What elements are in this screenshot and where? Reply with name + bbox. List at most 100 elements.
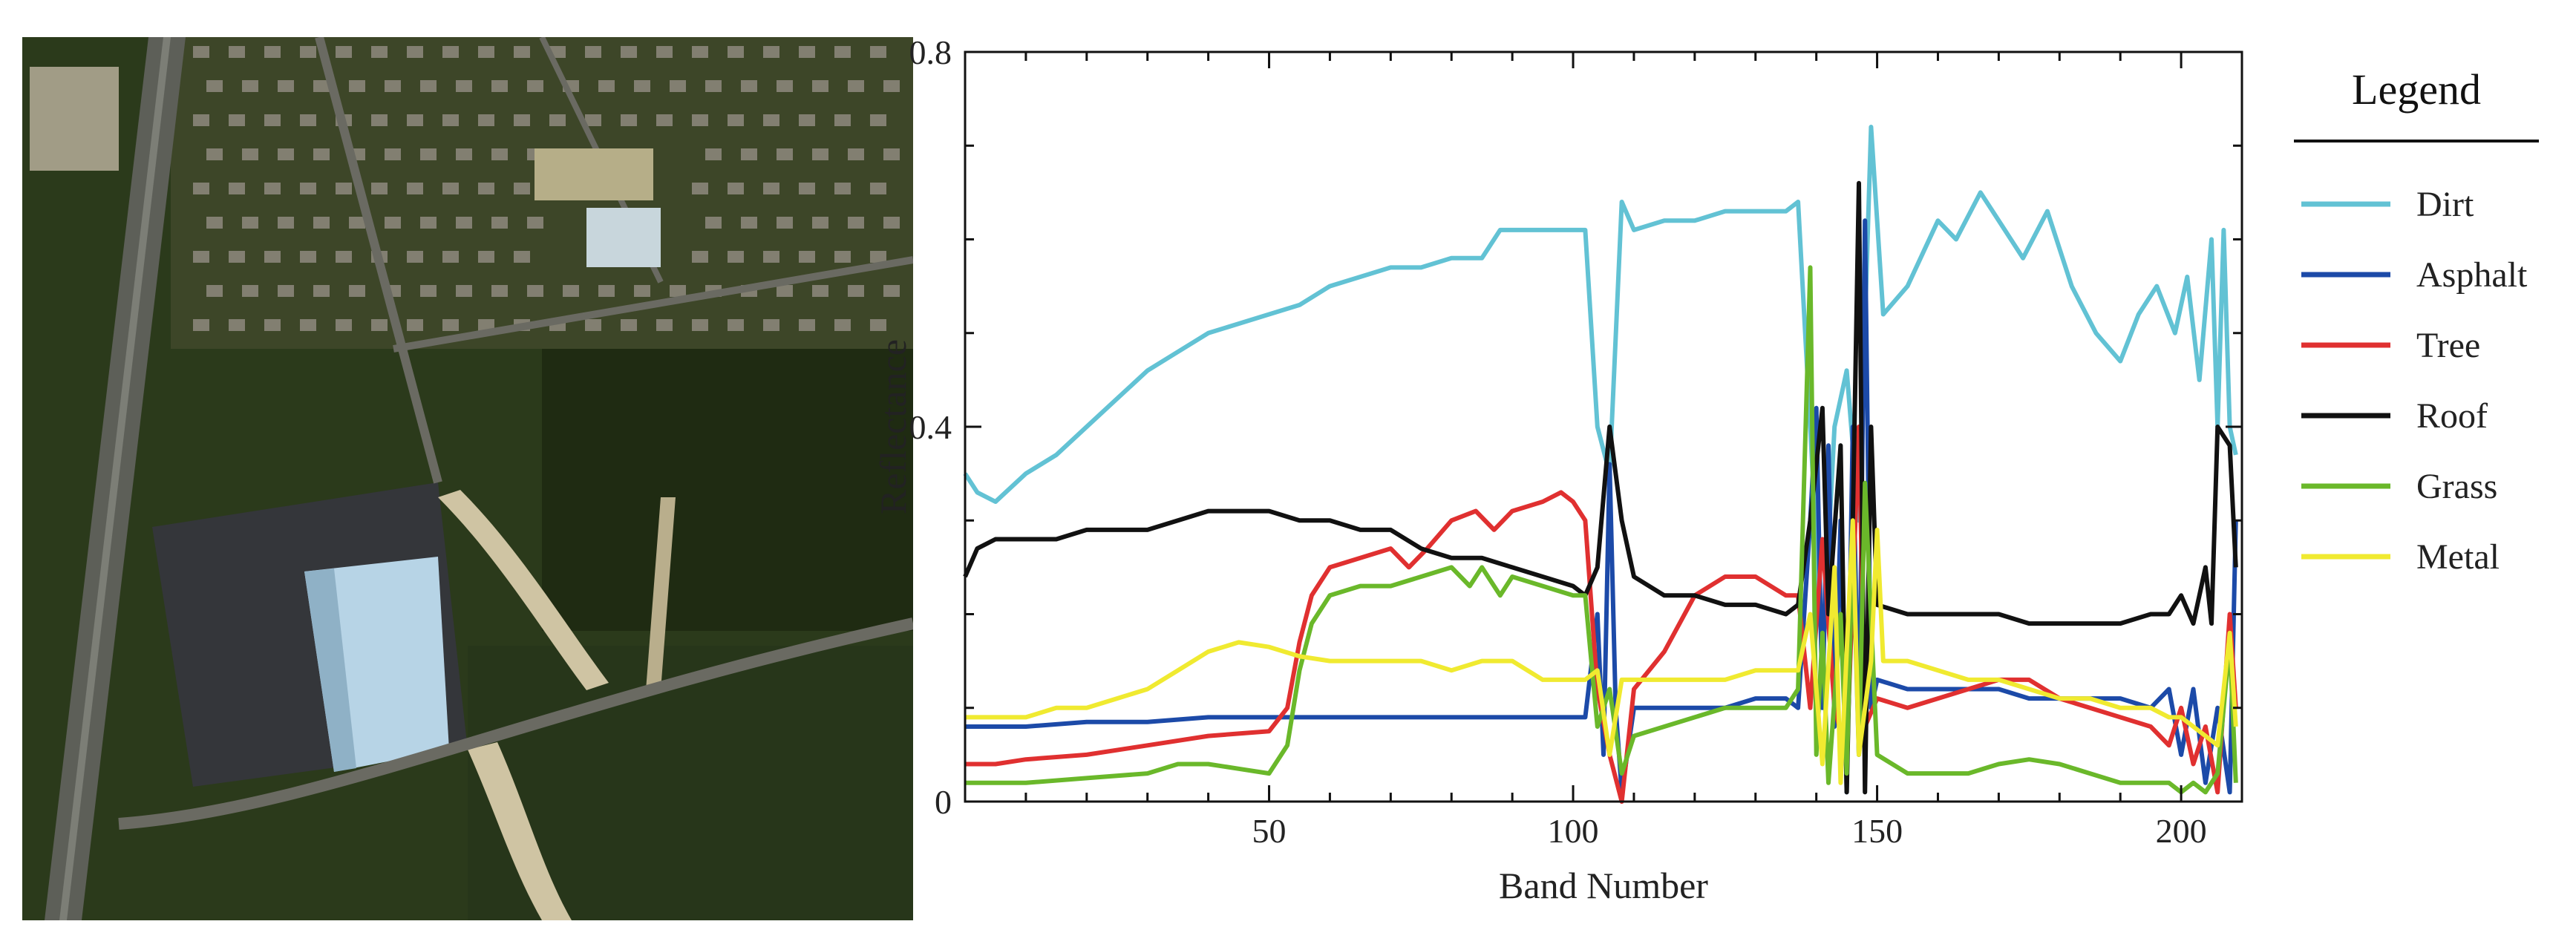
house (193, 114, 209, 126)
house (193, 183, 209, 194)
house (491, 217, 508, 229)
house (834, 251, 851, 263)
house (456, 80, 472, 92)
house (812, 217, 828, 229)
x-tick-label: 200 (2156, 812, 2207, 850)
house (670, 285, 686, 297)
house (763, 319, 779, 331)
house (206, 148, 223, 160)
highway-lane (59, 37, 171, 920)
house (229, 114, 245, 126)
house (634, 80, 650, 92)
house (300, 319, 316, 331)
y-tick-label: 0.4 (909, 408, 952, 446)
house (777, 148, 793, 160)
house (385, 148, 401, 160)
house (514, 46, 530, 58)
house (848, 148, 864, 160)
house (349, 217, 365, 229)
house (741, 148, 757, 160)
sand-path (468, 742, 572, 920)
house (585, 319, 601, 331)
house (456, 217, 472, 229)
house (527, 217, 543, 229)
house (883, 148, 900, 160)
house (728, 183, 744, 194)
house (728, 46, 744, 58)
house (229, 319, 245, 331)
house (799, 46, 815, 58)
house (300, 251, 316, 263)
house (456, 285, 472, 297)
house (478, 46, 494, 58)
house (336, 251, 352, 263)
sand-path (438, 490, 609, 690)
house (527, 80, 543, 92)
house (598, 80, 615, 92)
house (385, 80, 401, 92)
house (799, 319, 815, 331)
house (692, 251, 708, 263)
x-tick-label: 50 (1252, 812, 1287, 850)
house (705, 217, 722, 229)
house (420, 285, 437, 297)
house (598, 285, 615, 297)
legend-title: Legend (2352, 65, 2481, 114)
series-line-tree (965, 425, 2238, 804)
house (206, 80, 223, 92)
house (656, 319, 673, 331)
house (300, 114, 316, 126)
house (420, 217, 437, 229)
house (456, 148, 472, 160)
house (812, 148, 828, 160)
house (420, 80, 437, 92)
house (371, 183, 388, 194)
house (478, 251, 494, 263)
house (670, 80, 686, 92)
plot-area (963, 50, 2243, 804)
house (242, 80, 258, 92)
house (812, 285, 828, 297)
house (848, 217, 864, 229)
series-line-dirt (963, 125, 2238, 664)
house (229, 251, 245, 263)
series-line-metal (965, 518, 2238, 785)
house (491, 80, 508, 92)
house (264, 319, 281, 331)
legend-label-asphalt: Asphalt (2416, 255, 2528, 295)
house (563, 285, 579, 297)
house (834, 114, 851, 126)
house (705, 148, 722, 160)
house (336, 183, 352, 194)
house (242, 148, 258, 160)
house (621, 114, 637, 126)
school-building (586, 208, 661, 267)
house (206, 285, 223, 297)
house (278, 80, 294, 92)
house (442, 251, 459, 263)
house (621, 46, 637, 58)
house (407, 251, 423, 263)
x-tick-label: 100 (1548, 812, 1599, 850)
house (656, 46, 673, 58)
series-line-roof (963, 180, 2238, 795)
house (848, 285, 864, 297)
legend-label-dirt: Dirt (2416, 185, 2474, 224)
house (349, 285, 365, 297)
legend-label-tree: Tree (2416, 326, 2480, 365)
house (336, 319, 352, 331)
house (313, 285, 330, 297)
house (278, 148, 294, 160)
house (834, 46, 851, 58)
house (763, 183, 779, 194)
house (193, 319, 209, 331)
house (442, 46, 459, 58)
house (407, 319, 423, 331)
sand-path (646, 497, 676, 690)
house (549, 114, 566, 126)
house (229, 183, 245, 194)
house (300, 46, 316, 58)
house (407, 183, 423, 194)
house-grid (193, 46, 900, 331)
